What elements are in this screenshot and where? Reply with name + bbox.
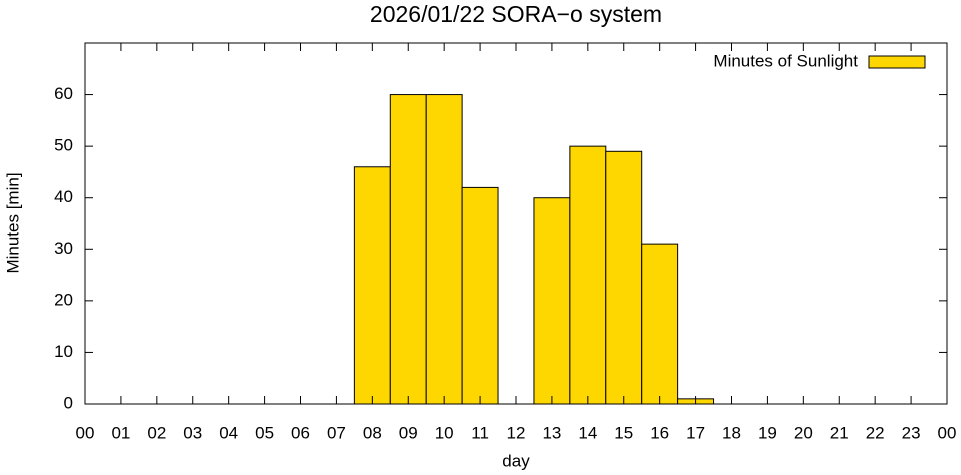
- bar: [605, 150, 643, 405]
- y-tick-label: 20: [54, 290, 73, 309]
- x-tick-label: 03: [183, 423, 202, 442]
- x-tick-label: 11: [471, 423, 489, 442]
- x-tick-label: 20: [794, 423, 813, 442]
- legend-swatch: [868, 55, 926, 69]
- y-tick-label: 50: [54, 136, 73, 155]
- x-tick-label: 08: [363, 423, 382, 442]
- y-tick-label: 0: [64, 393, 73, 412]
- y-axis-label: Minutes [min]: [3, 172, 22, 273]
- bar: [461, 186, 499, 405]
- x-tick-label: 09: [399, 423, 418, 442]
- x-tick-label: 16: [650, 423, 669, 442]
- x-tick-label: 18: [722, 423, 741, 442]
- x-axis-label: day: [502, 451, 530, 470]
- x-tick-label: 00: [76, 423, 95, 442]
- x-tick-label: 07: [327, 423, 346, 442]
- bar: [389, 94, 427, 405]
- x-tick-label: 05: [255, 423, 274, 442]
- x-tick-label: 06: [291, 423, 310, 442]
- x-tick-label: 00: [938, 423, 957, 442]
- bar: [641, 243, 679, 405]
- x-tick-label: 01: [111, 423, 130, 442]
- x-tick-label: 17: [686, 423, 705, 442]
- x-tick-label: 04: [219, 423, 238, 442]
- bar: [533, 197, 571, 405]
- bar: [353, 166, 391, 405]
- bar: [425, 94, 463, 405]
- x-tick-label: 13: [542, 423, 561, 442]
- bar: [569, 145, 607, 405]
- x-tick-label: 19: [758, 423, 777, 442]
- y-tick-label: 30: [54, 239, 73, 258]
- x-tick-label: 10: [435, 423, 454, 442]
- x-tick-label: 02: [147, 423, 166, 442]
- x-tick-label: 12: [507, 423, 526, 442]
- x-tick-label: 22: [866, 423, 885, 442]
- x-tick-label: 14: [578, 423, 597, 442]
- chart-title: 2026/01/22 SORA−o system: [370, 1, 662, 27]
- plot-frame: [84, 42, 948, 405]
- y-tick-label: 10: [54, 342, 73, 361]
- y-tick-label: 40: [54, 187, 73, 206]
- legend-label: Minutes of Sunlight: [713, 51, 858, 70]
- x-tick-label: 23: [902, 423, 921, 442]
- x-tick-label: 21: [830, 423, 849, 442]
- x-tick-label: 15: [614, 423, 633, 442]
- y-tick-label: 60: [54, 84, 73, 103]
